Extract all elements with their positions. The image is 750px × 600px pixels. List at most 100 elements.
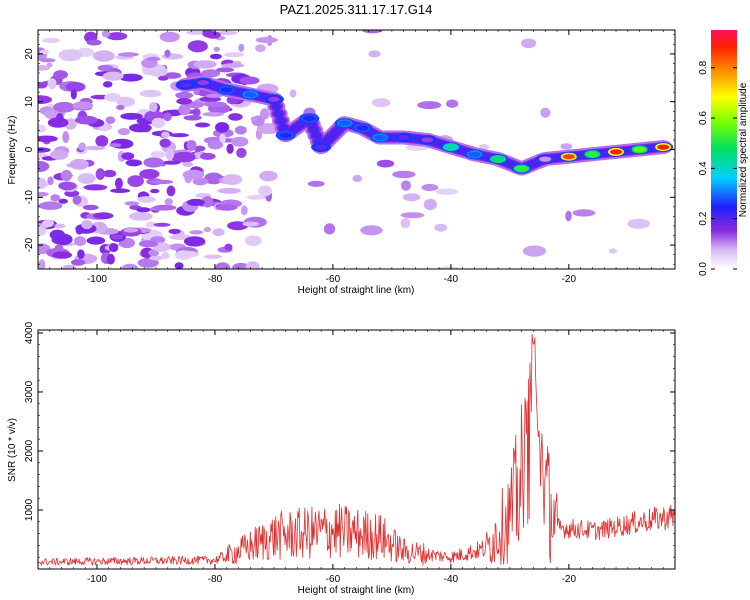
spectral-speckle xyxy=(120,112,143,120)
spectral-speckle xyxy=(203,101,227,108)
spectral-speckle xyxy=(174,262,184,269)
spectral-speckle xyxy=(255,37,278,43)
spectral-speckle xyxy=(230,136,249,147)
spectral-speckle xyxy=(176,98,193,105)
spectral-speckle xyxy=(72,195,82,205)
ridge-core xyxy=(338,120,351,126)
y-tick-label: 10 xyxy=(24,96,35,108)
spectral-speckle xyxy=(183,115,202,121)
x-tick-label: -40 xyxy=(444,274,459,285)
spectral-speckle xyxy=(234,125,247,135)
spectral-speckle xyxy=(260,108,270,120)
spectral-speckle xyxy=(47,176,54,186)
y-tick-label: -20 xyxy=(24,237,35,252)
spectral-speckle xyxy=(38,147,51,153)
spectral-speckle xyxy=(360,225,383,236)
spectral-speckle xyxy=(110,234,124,240)
spectral-speckle xyxy=(109,143,122,148)
spectral-speckle xyxy=(193,60,217,69)
ridge-core xyxy=(397,134,410,141)
colorbar-label: Normalized spectral amplitude xyxy=(738,82,749,217)
spectral-speckle xyxy=(186,198,205,206)
spectral-speckle xyxy=(175,91,194,99)
spectral-speckle xyxy=(53,70,68,80)
spectral-speckle xyxy=(608,248,618,254)
spectral-speckle xyxy=(246,194,267,200)
spectral-speckle xyxy=(400,217,411,229)
ridge-core xyxy=(197,80,210,86)
spectral-speckle xyxy=(446,99,459,108)
snr-panel: -100 -80 -60 -40 -20 1000 2000 3000 4000 Height … xyxy=(7,321,676,596)
spectral-speckle xyxy=(116,105,125,110)
spectral-speckle xyxy=(81,219,93,230)
spectral-speckle xyxy=(258,185,272,197)
spectral-speckle xyxy=(161,251,170,260)
spectral-speckle xyxy=(54,223,66,229)
snr-xlabel: Height of straight line (km) xyxy=(298,585,415,596)
spectral-speckle xyxy=(110,188,131,193)
spectral-speckle xyxy=(38,201,63,210)
spectral-speckle xyxy=(62,131,70,143)
spectral-speckle xyxy=(157,75,169,81)
spectral-speckle xyxy=(201,196,214,208)
spectral-speckle xyxy=(204,254,222,259)
ridge-core xyxy=(515,166,528,172)
ridge-core xyxy=(633,146,646,153)
spectral-speckle xyxy=(392,170,416,179)
ridge-core xyxy=(267,96,280,102)
spectral-speckle xyxy=(169,133,189,138)
spectral-speckle xyxy=(242,221,260,227)
ridge-core xyxy=(562,154,575,160)
spectral-speckle xyxy=(217,30,238,36)
spectral-speckle xyxy=(50,194,60,202)
spectral-speckle xyxy=(259,170,278,182)
spectral-speckle xyxy=(95,168,106,181)
y-tick-label: 20 xyxy=(24,48,35,60)
spectral-speckle xyxy=(245,261,260,269)
spectral-speckle xyxy=(93,50,115,62)
spectral-speckle xyxy=(146,56,161,62)
spectral-speckle xyxy=(522,245,547,257)
colorbar-tick-label: 0.0 xyxy=(698,262,709,276)
ridge-core xyxy=(315,144,328,150)
ridge-core xyxy=(492,156,505,162)
spectral-speckle xyxy=(400,212,425,219)
spectral-speckle xyxy=(38,124,47,133)
spectral-speckle xyxy=(195,122,210,128)
ridge-core xyxy=(356,125,369,131)
spectral-speckle xyxy=(323,223,336,235)
spectral-speckle xyxy=(141,128,151,133)
spectral-speckle xyxy=(417,101,442,110)
spectral-speckle xyxy=(70,89,77,100)
spectral-speckle xyxy=(38,65,51,71)
spectral-speckle xyxy=(105,116,116,124)
spectral-speckle xyxy=(202,112,224,117)
spectral-speckle xyxy=(232,262,250,269)
spectral-speckle xyxy=(82,204,99,211)
ridge-core xyxy=(303,115,316,121)
spectral-speckle xyxy=(228,113,243,121)
spectral-speckle xyxy=(137,257,159,268)
spectral-speckle xyxy=(58,49,82,62)
spectral-speckle xyxy=(238,43,245,52)
x-tick-label: -20 xyxy=(562,574,577,585)
colorbar: 0.0 0.2 0.4 0.6 0.8 Normalized spectral ampl… xyxy=(698,30,749,276)
spectral-speckle xyxy=(203,226,211,233)
spectral-speckle xyxy=(139,169,160,179)
spectral-speckle xyxy=(108,243,119,253)
spectral-speckle xyxy=(159,31,180,43)
spectral-speckle xyxy=(58,198,68,204)
ridge-core xyxy=(244,91,257,98)
spectral-speckle xyxy=(123,227,139,233)
spectral-speckle xyxy=(72,101,94,110)
spectral-speckle xyxy=(149,102,158,113)
spectral-speckle xyxy=(182,161,194,167)
spectral-speckle xyxy=(150,151,166,158)
spectral-speckle xyxy=(212,228,225,237)
spectral-speckle xyxy=(216,204,238,211)
spectrogram-xlabel: Height of straight line (km) xyxy=(298,285,415,296)
spectrogram-panel: -100 -80 -60 -40 -20 20 10 0 -10 -20 Height of st… xyxy=(7,29,676,296)
spectral-speckle xyxy=(362,30,383,34)
spectral-speckle xyxy=(55,113,64,124)
